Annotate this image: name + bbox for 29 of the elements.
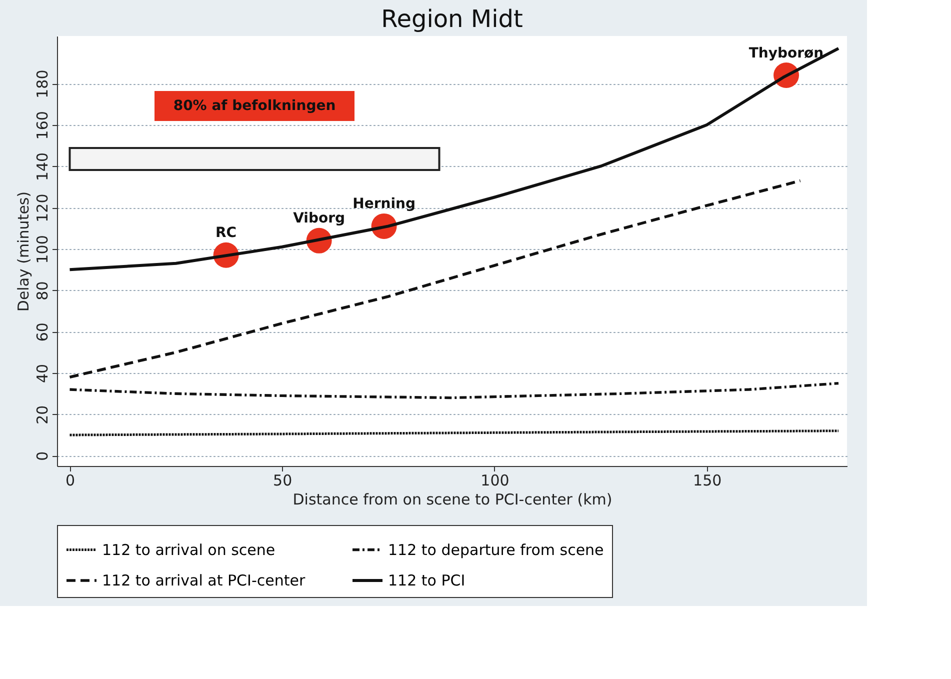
annotation: Thyborøn <box>748 45 824 62</box>
line-series <box>68 382 840 400</box>
band-label: 80% af befolkningen <box>173 98 336 114</box>
y-tick-label: 160 <box>34 111 52 140</box>
x-axis-title: Distance from on scene to PCI-center (km) <box>292 490 612 508</box>
y-tick-label: 40 <box>34 364 52 384</box>
y-tick-label: 140 <box>34 152 52 182</box>
annotation: RC <box>216 225 237 242</box>
y-tick-label: 80 <box>34 281 52 300</box>
y-tick-label: 0 <box>34 451 52 461</box>
y-tick-label: 120 <box>34 194 52 222</box>
y-axis-title: Delay (minutes) <box>14 191 32 312</box>
annotation: Viborg <box>293 210 346 227</box>
y-tick-label: 100 <box>34 235 52 264</box>
line-series <box>68 46 840 272</box>
chart-title: Region Midt <box>381 5 523 33</box>
y-tick-label: 60 <box>34 322 52 342</box>
y-tick-label: 20 <box>34 405 52 424</box>
y-tick-label: 180 <box>34 70 52 98</box>
legend-label: 112 to arrival on scene <box>102 540 276 559</box>
legend-label: 112 to departure from scene <box>388 540 604 559</box>
line-series <box>68 179 802 379</box>
x-tick-label: 50 <box>273 472 292 490</box>
x-tick-label: 150 <box>693 472 722 490</box>
x-tick-label: 100 <box>480 472 510 490</box>
legend-label: 112 to arrival at PCI-center <box>102 572 306 590</box>
legend-label: 112 to PCI <box>388 572 466 590</box>
x-tick-label: 0 <box>65 472 76 490</box>
annotation: Herning <box>352 196 416 212</box>
